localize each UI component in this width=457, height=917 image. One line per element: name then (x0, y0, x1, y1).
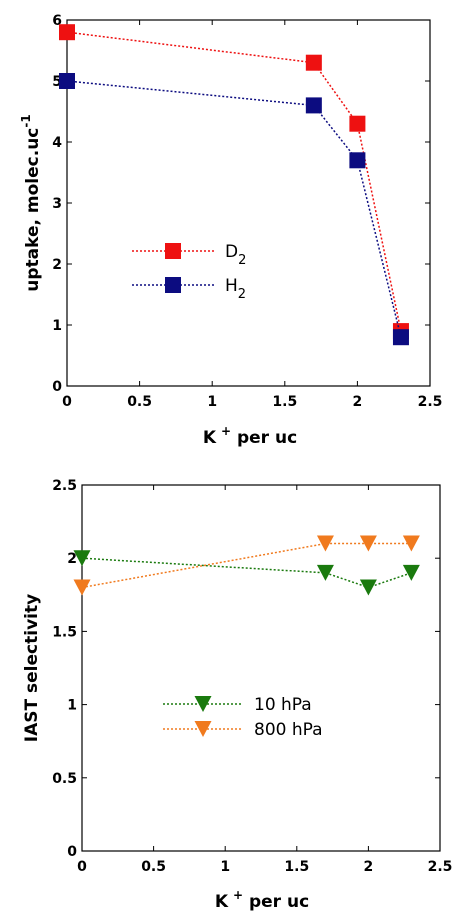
y-tick-label: 2.5 (52, 478, 77, 494)
data-point (316, 535, 334, 552)
data-point (316, 564, 334, 581)
legend-label: D2 (225, 242, 246, 268)
y-axis-title: IAST selectivity (22, 594, 42, 742)
y-tick-label: 1.5 (52, 624, 77, 640)
legend-label: 800 hPa (254, 720, 323, 740)
legend-marker (194, 721, 212, 737)
data-point (359, 579, 377, 596)
data-point (73, 550, 91, 567)
data-point (402, 535, 420, 552)
legend-marker (194, 696, 212, 712)
series-line (81, 557, 412, 589)
x-tick-label: 2.5 (428, 859, 453, 875)
x-tick-label: 0.5 (127, 394, 152, 410)
x-tick-label: 1.5 (272, 394, 297, 410)
legend-label: H2 (225, 276, 246, 302)
selectivity-chart: 0 0.5 1 1.5 2 2.5 0 0.5 1 1.5 2 2.5 K + per uc IAST se… (22, 478, 452, 912)
y-tick-label: 6 (52, 13, 62, 29)
legend-label: 10 hPa (254, 695, 312, 715)
x-tick-label: 1 (207, 394, 217, 410)
x-tick-label: 0 (77, 859, 87, 875)
uptake-chart: 0 0.5 1 1.5 2 2.5 0 1 2 3 4 5 6 K + per uc uptake, mole… (19, 13, 442, 448)
data-point (305, 54, 322, 71)
data-point (359, 535, 377, 552)
x-axis-title: K + per uc (203, 424, 297, 448)
x-tick-label: 1 (220, 859, 230, 875)
data-point (59, 73, 75, 89)
data-point (349, 152, 366, 169)
data-point (59, 24, 75, 41)
y-tick-label: 2 (67, 551, 77, 567)
data-point (305, 97, 322, 114)
series-line (81, 542, 412, 589)
plot-frame (81, 484, 441, 852)
legend-marker (165, 277, 181, 293)
y-tick-label: 0 (67, 844, 77, 860)
y-tick-label: 4 (52, 135, 62, 151)
y-tick-label: 1 (52, 318, 62, 334)
y-tick-label: 1 (67, 698, 77, 714)
y-tick-label: 5 (52, 74, 62, 90)
series-line (66, 31, 402, 332)
y-tick-label: 2 (52, 257, 62, 273)
x-tick-label: 0 (62, 394, 72, 410)
x-tick-label: 1.5 (284, 859, 309, 875)
y-tick-label: 3 (52, 196, 62, 212)
x-axis-title: K + per uc (215, 888, 309, 912)
data-point (392, 329, 409, 346)
y-tick-label: 0 (52, 379, 62, 395)
x-tick-label: 0.5 (141, 859, 166, 875)
y-axis-title: uptake, molec.uc-1 (19, 114, 43, 291)
x-tick-label: 2 (364, 859, 374, 875)
series-line (66, 80, 402, 338)
y-tick-label: 0.5 (52, 771, 77, 787)
data-point (402, 564, 420, 581)
legend-marker (165, 243, 181, 259)
data-point (349, 115, 366, 132)
x-tick-label: 2 (353, 394, 363, 410)
x-tick-label: 2.5 (418, 394, 443, 410)
plot-frame (66, 19, 431, 387)
data-point (73, 579, 91, 596)
